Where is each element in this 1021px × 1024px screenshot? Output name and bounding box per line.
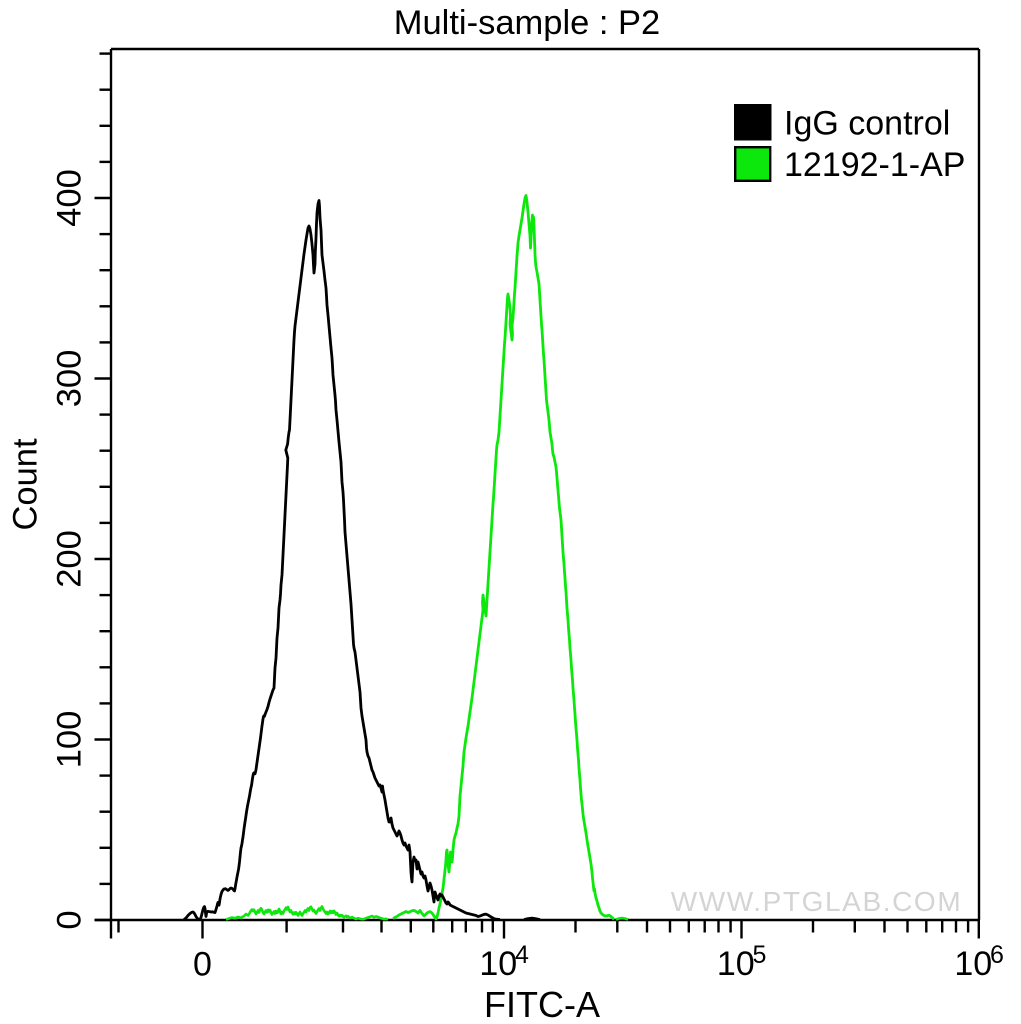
svg-text:6: 6: [990, 941, 1004, 969]
svg-text:300: 300: [51, 350, 89, 408]
svg-text:FITC-A: FITC-A: [484, 984, 600, 1024]
svg-text:10: 10: [479, 945, 517, 983]
svg-text:4: 4: [515, 941, 529, 969]
svg-text:Multi-sample : P2: Multi-sample : P2: [394, 4, 661, 42]
svg-text:0: 0: [51, 910, 89, 929]
svg-text:WWW.PTGLAB.COM: WWW.PTGLAB.COM: [671, 886, 963, 917]
svg-text:400: 400: [51, 169, 89, 227]
svg-text:200: 200: [51, 530, 89, 588]
svg-text:12192-1-AP: 12192-1-AP: [784, 146, 965, 184]
svg-text:5: 5: [753, 941, 767, 969]
svg-text:100: 100: [51, 711, 89, 769]
svg-text:10: 10: [954, 945, 992, 983]
svg-text:Count: Count: [7, 438, 45, 530]
svg-text:10: 10: [717, 945, 755, 983]
svg-text:IgG control: IgG control: [784, 105, 950, 143]
svg-text:0: 0: [193, 945, 212, 983]
